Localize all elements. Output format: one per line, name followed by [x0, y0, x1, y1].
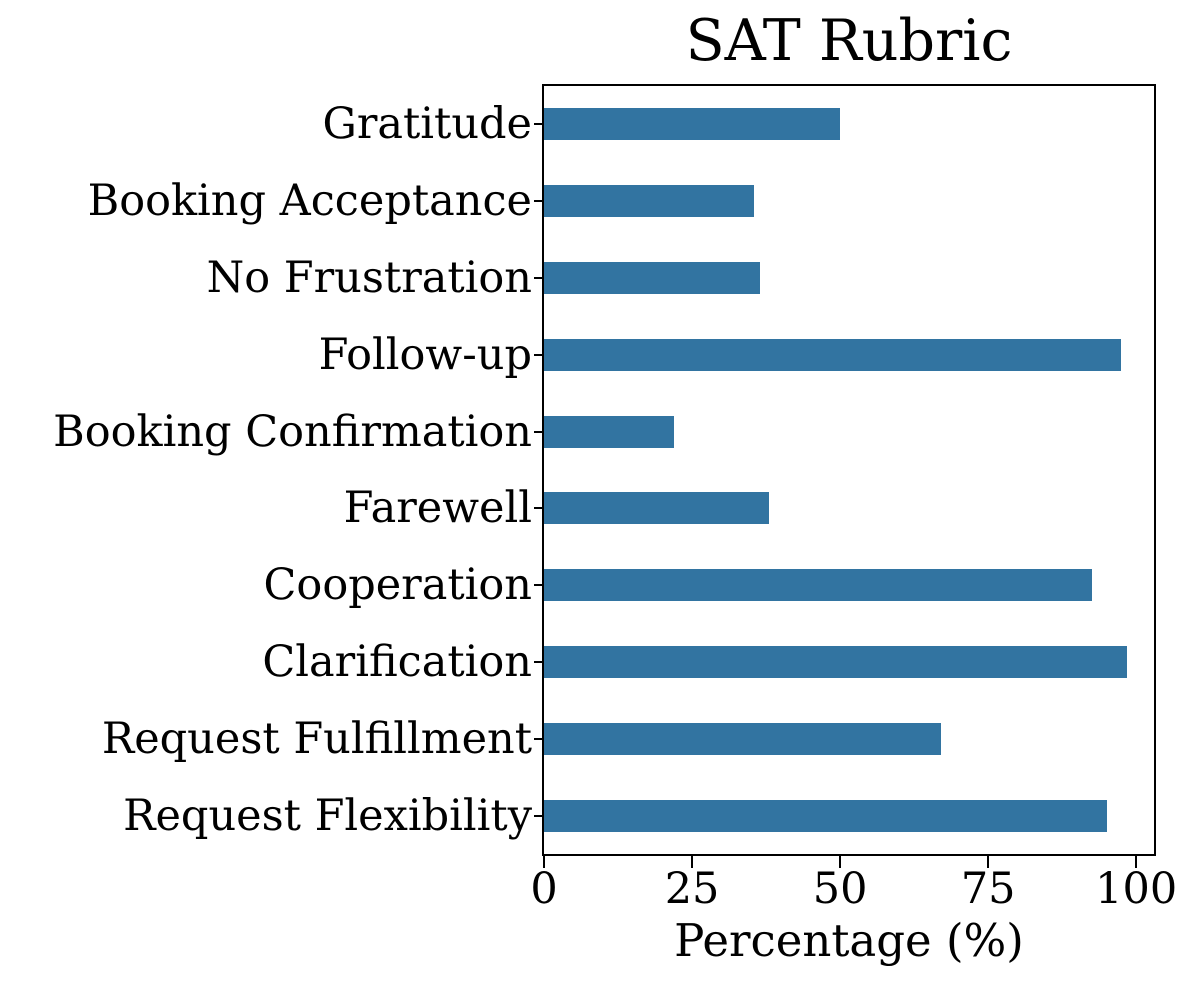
bar-request-fulfillment	[544, 722, 941, 755]
bar-booking-confirmation	[544, 415, 675, 448]
y-tick-label: Cooperation	[263, 560, 532, 611]
y-tick-mark	[534, 507, 544, 510]
x-tick-label: 50	[812, 864, 868, 914]
y-tick-label: Farewell	[343, 483, 532, 534]
bar-booking-acceptance	[544, 185, 755, 218]
y-tick-label: Request Flexibility	[123, 790, 532, 841]
x-tick-mark	[987, 856, 990, 868]
y-tick-label: No Frustration	[206, 253, 532, 303]
bar-request-flexibility	[544, 799, 1107, 832]
y-tick-label: Clarification	[262, 637, 532, 687]
x-axis-label: Percentage (%)	[674, 914, 1024, 967]
bar-farewell	[544, 492, 770, 525]
y-tick-label: Request Fulfillment	[101, 713, 532, 764]
bar-gratitude	[544, 108, 841, 141]
y-tick-mark	[534, 661, 544, 663]
x-tick-mark	[691, 856, 694, 868]
y-tick-label: Booking Confirmation	[53, 406, 532, 457]
plot-area	[542, 84, 1156, 856]
y-tick-mark	[534, 277, 544, 279]
x-tick-label: 100	[1095, 864, 1178, 914]
chart-title: SAT Rubric	[685, 8, 1013, 74]
x-tick-mark	[839, 856, 842, 868]
y-tick-mark	[534, 430, 544, 433]
x-tick-label: 0	[530, 864, 558, 914]
y-tick-mark	[534, 123, 544, 126]
bar-follow-up	[544, 338, 1122, 371]
y-tick-label: Booking Acceptance	[87, 176, 532, 227]
x-axis-tick-labels: 0 25 50 75 100	[530, 864, 1177, 916]
y-tick-mark	[534, 814, 544, 817]
y-tick-mark	[534, 737, 544, 740]
bar-cooperation	[544, 569, 1092, 602]
y-tick-label: Follow-up	[318, 329, 532, 380]
y-tick-mark	[534, 353, 544, 356]
y-tick-mark	[534, 200, 544, 203]
bar-no-frustration	[544, 262, 761, 294]
x-tick-label: 75	[960, 864, 1016, 914]
y-tick-label: Gratitude	[322, 99, 532, 150]
y-axis-ticks	[534, 86, 544, 854]
y-tick-mark	[534, 584, 544, 587]
x-tick-mark	[1135, 856, 1138, 868]
x-axis-ticks	[543, 856, 1154, 868]
x-tick-label: 25	[664, 864, 720, 914]
bar-clarification	[544, 646, 1128, 678]
x-tick-mark	[543, 856, 545, 868]
y-axis-labels: Gratitude Booking Acceptance No Frustratio…	[0, 86, 532, 854]
